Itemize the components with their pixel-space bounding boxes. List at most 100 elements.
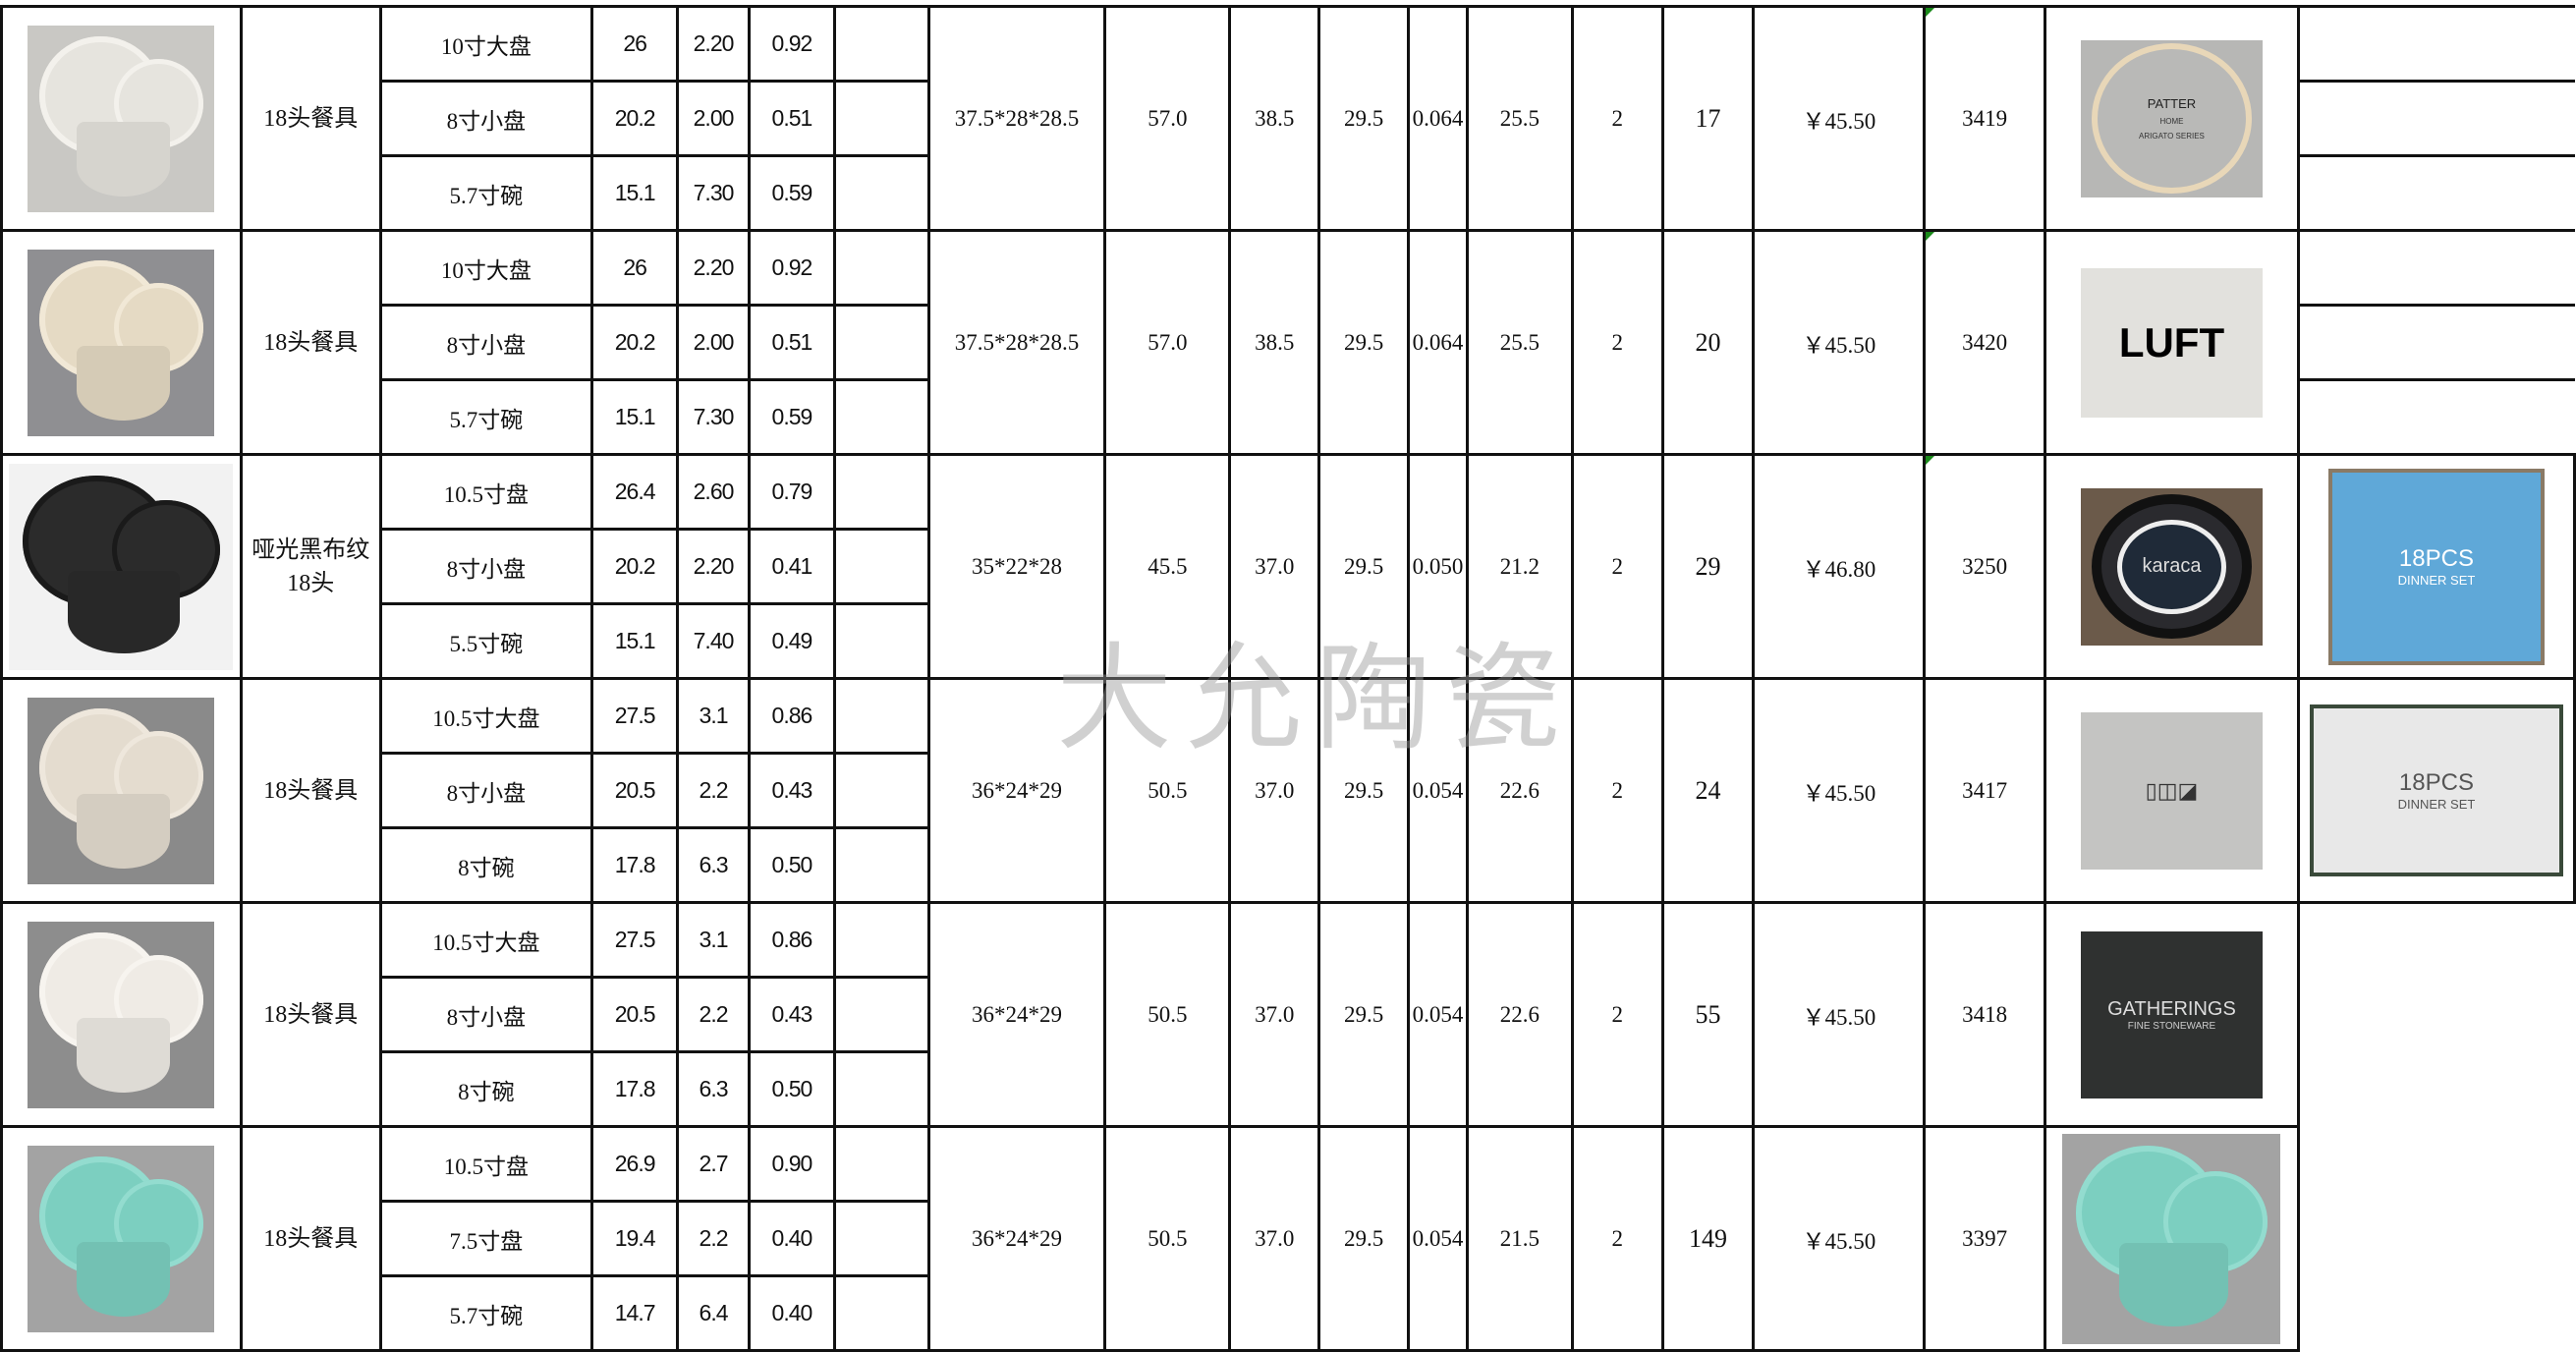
dimension-value: 29.5 [1317, 453, 1410, 680]
dimension-value: 29.5 [1317, 229, 1410, 456]
product-image-cell [0, 229, 243, 456]
empty-cell [832, 901, 930, 979]
stock-quantity: 149 [1660, 1125, 1756, 1352]
packaging-box-photo: 18PCS DINNER SET [2327, 468, 2545, 665]
item-diameter: 17.8 [590, 826, 680, 904]
net-weight-text: 37.0 [1255, 777, 1295, 803]
carton-size: 36*24*29 [926, 1125, 1107, 1352]
item-diameter: 15.1 [590, 602, 680, 680]
item-name: 8寸碗 [378, 826, 594, 904]
item-weight: 0.43 [747, 976, 836, 1053]
product-code-text: 3418 [1962, 1001, 2008, 1027]
empty-cell [832, 5, 930, 83]
bowl [76, 794, 170, 870]
table-row: 5.7寸碗 14.7 6.4 0.40 [2, 1274, 2575, 1352]
empty-cell [832, 1274, 930, 1352]
stock-quantity-text: 20 [1695, 327, 1721, 357]
unit-price-text: ￥45.50 [1802, 780, 1876, 806]
item-diameter: 20.2 [590, 528, 680, 605]
empty-cell [2296, 1126, 2575, 1351]
item-weight: 0.79 [747, 453, 836, 531]
stock-quantity: 24 [1660, 677, 1756, 904]
weight-value-text: 22.6 [1499, 777, 1540, 803]
dimension-value-text: 29.5 [1343, 553, 1384, 579]
product-code-text: 3419 [1962, 105, 2008, 131]
net-weight-text: 38.5 [1255, 105, 1295, 131]
gross-weight-text: 50.5 [1148, 777, 1188, 803]
empty-cell [832, 1200, 930, 1277]
item-weight: 0.41 [747, 528, 836, 605]
table-row: 8寸小盘 20.2 2.00 0.51 [2, 304, 2575, 381]
logo-image-cell: GATHERINGS FINE STONEWARE [2044, 901, 2300, 1128]
cbm-value: 0.064 [1407, 229, 1469, 456]
cbm-value-text: 0.054 [1412, 777, 1464, 803]
pack-count: 2 [1570, 1125, 1664, 1352]
bowl [76, 346, 170, 422]
item-height: 6.3 [676, 1050, 751, 1128]
item-height: 2.2 [676, 1200, 751, 1277]
item-name: 10寸大盘 [378, 5, 594, 83]
product-name: 18头餐具 [239, 5, 382, 232]
gross-weight-text: 57.0 [1148, 329, 1188, 355]
table-row: 18头餐具 10.5寸大盘 27.5 3.1 0.86 36*24*29 50.5 37.0 2… [0, 901, 2575, 1128]
item-height: 2.20 [676, 229, 751, 307]
gross-weight-text: 45.5 [1148, 553, 1188, 579]
item-height: 6.3 [676, 826, 751, 904]
product-photo [28, 249, 215, 436]
bowl [2119, 1242, 2229, 1327]
product-photo [28, 25, 215, 212]
empty-cell [832, 826, 930, 904]
item-weight: 0.50 [747, 1050, 836, 1128]
item-diameter: 14.7 [590, 1274, 680, 1352]
pack-count: 2 [1570, 453, 1664, 680]
dimension-value: 29.5 [1317, 5, 1410, 232]
product-photo [2062, 1133, 2281, 1344]
dimension-value-text: 29.5 [1343, 1001, 1384, 1027]
cbm-value-text: 0.050 [1412, 553, 1464, 579]
cbm-value: 0.054 [1407, 1125, 1469, 1352]
item-weight: 0.92 [747, 5, 836, 83]
item-weight: 0.49 [747, 602, 836, 680]
logo-text: ▯◫◪ [2145, 777, 2199, 803]
product-name: 哑光黑布纹18头 [239, 453, 382, 680]
item-weight: 0.40 [747, 1200, 836, 1277]
gross-weight-text: 57.0 [1148, 105, 1188, 131]
net-weight: 38.5 [1228, 229, 1321, 456]
empty-cell [832, 378, 930, 456]
logo-image-cell: karaca [2044, 453, 2300, 680]
product-code-text: 3417 [1962, 777, 2008, 803]
carton-size: 35*22*28 [926, 453, 1107, 680]
dimension-value: 29.5 [1317, 677, 1410, 904]
gross-weight: 57.0 [1103, 5, 1232, 232]
logo-image-cell: PATTER HOME ARIGATO SERIES [2044, 5, 2300, 232]
gross-weight: 50.5 [1103, 677, 1232, 904]
item-diameter: 27.5 [590, 901, 680, 979]
packaging-text: 18PCS [2398, 769, 2474, 796]
cbm-value-text: 0.054 [1412, 1225, 1464, 1251]
item-height: 2.60 [676, 453, 751, 531]
product-name: 18头餐具 [239, 677, 382, 904]
item-weight: 0.59 [747, 378, 836, 456]
gross-weight: 50.5 [1103, 901, 1232, 1128]
item-name: 8寸小盘 [378, 304, 594, 381]
pack-count-text: 2 [1611, 329, 1623, 355]
carton-size-text: 37.5*28*28.5 [954, 329, 1080, 355]
table-row: 8寸碗 17.8 6.3 0.50 [2, 826, 2575, 904]
empty-cell [832, 1125, 930, 1203]
carton-size-text: 35*22*28 [972, 553, 1063, 579]
unit-price: ￥45.50 [1752, 1125, 1927, 1352]
product-code-text: 3397 [1962, 1225, 2008, 1251]
product-image-cell [0, 901, 243, 1128]
dimension-value-text: 29.5 [1343, 777, 1384, 803]
carton-size-text: 36*24*29 [972, 777, 1063, 803]
carton-size-text: 36*24*29 [972, 1225, 1063, 1251]
pack-count-text: 2 [1611, 1225, 1623, 1251]
logo-text: GATHERINGS [2107, 997, 2236, 1020]
table-row: 8寸小盘 20.2 2.20 0.41 [2, 528, 2575, 605]
product-code: 3420 [1923, 229, 2047, 456]
table-row: 7.5寸盘 19.4 2.2 0.40 [2, 1200, 2575, 1277]
item-name: 8寸碗 [378, 1050, 594, 1128]
empty-cell [2296, 5, 2575, 83]
empty-cell [2296, 378, 2575, 456]
stock-quantity-text: 17 [1695, 103, 1721, 133]
